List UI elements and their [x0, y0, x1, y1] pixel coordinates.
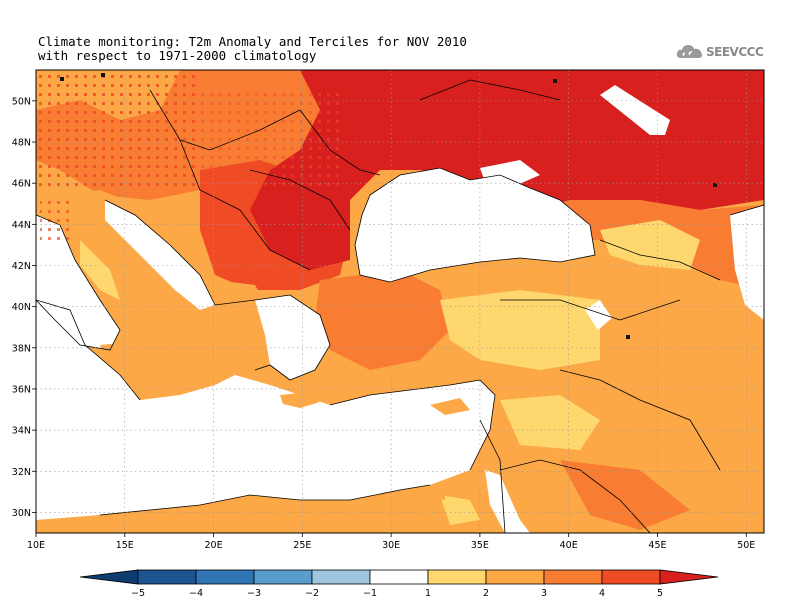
colorbar-label: 4 [599, 588, 605, 599]
colorbar-bin [485, 569, 545, 585]
colorbar-label: 1 [425, 588, 431, 599]
colorbar-label: 2 [483, 588, 489, 599]
seevccc-logo: SEEVCCC [676, 42, 764, 62]
x-tick-label: 40E [560, 540, 578, 551]
colorbar-bin [137, 569, 197, 585]
gridlines [36, 70, 764, 533]
x-tick-label: 30E [382, 540, 400, 551]
colorbar-bin [543, 569, 603, 585]
y-axis: 50N 48N 46N 44N 42N 40N 38N 36N 34N 32N 30N [12, 96, 36, 519]
x-axis: 10E 15E 20E 25E 30E 35E 40E 45E 50E [27, 533, 755, 551]
x-tick-label: 15E [116, 540, 134, 551]
colorbar-bin [311, 569, 371, 585]
chart-title: Climate monitoring: T2m Anomaly and Terc… [38, 34, 467, 49]
tercile-markers [36, 70, 717, 339]
x-tick-label: 45E [648, 540, 666, 551]
colorbar-bin [601, 569, 661, 585]
y-tick-label: 34N [12, 426, 31, 437]
colorbar-bin [195, 569, 255, 585]
borders [36, 79, 764, 533]
colorbar: −5 −4 −3 −2 −1 1 2 3 4 5 [79, 569, 719, 599]
y-tick-label: 36N [12, 384, 31, 395]
colorbar-label: −4 [189, 588, 203, 599]
islands [100, 342, 470, 500]
y-tick-label: 42N [12, 261, 31, 272]
y-tick-label: 46N [12, 179, 31, 190]
colorbar-over-arrow [659, 569, 719, 585]
colorbar-label: −1 [363, 588, 377, 599]
colorbar-bin [369, 569, 429, 585]
y-tick-label: 38N [12, 343, 31, 354]
x-tick-label: 25E [293, 540, 311, 551]
y-tick-label: 48N [12, 138, 31, 149]
plot-frame [35, 69, 765, 534]
y-tick-label: 44N [12, 220, 31, 231]
colorbar-bin [427, 569, 487, 585]
sea-mask [36, 85, 764, 533]
y-tick-label: 32N [12, 467, 31, 478]
colorbar-under-arrow [79, 569, 139, 585]
colorbar-bin [253, 569, 313, 585]
x-tick-label: 35E [471, 540, 489, 551]
x-tick-label: 20E [205, 540, 223, 551]
colorbar-label: −3 [247, 588, 261, 599]
colorbar-label: 5 [657, 588, 663, 599]
colorbar-label: −2 [305, 588, 319, 599]
cloud-icon [676, 45, 702, 58]
y-tick-label: 30N [12, 508, 31, 519]
logo-text: SEEVCCC [706, 45, 764, 59]
y-tick-label: 40N [12, 302, 31, 313]
chart-subtitle: with respect to 1971-2000 climatology [38, 48, 317, 63]
colorbar-label: −5 [131, 588, 145, 599]
x-tick-label: 50E [737, 540, 755, 551]
colorbar-label: 3 [541, 588, 547, 599]
y-tick-label: 50N [12, 96, 31, 107]
x-tick-label: 10E [27, 540, 45, 551]
